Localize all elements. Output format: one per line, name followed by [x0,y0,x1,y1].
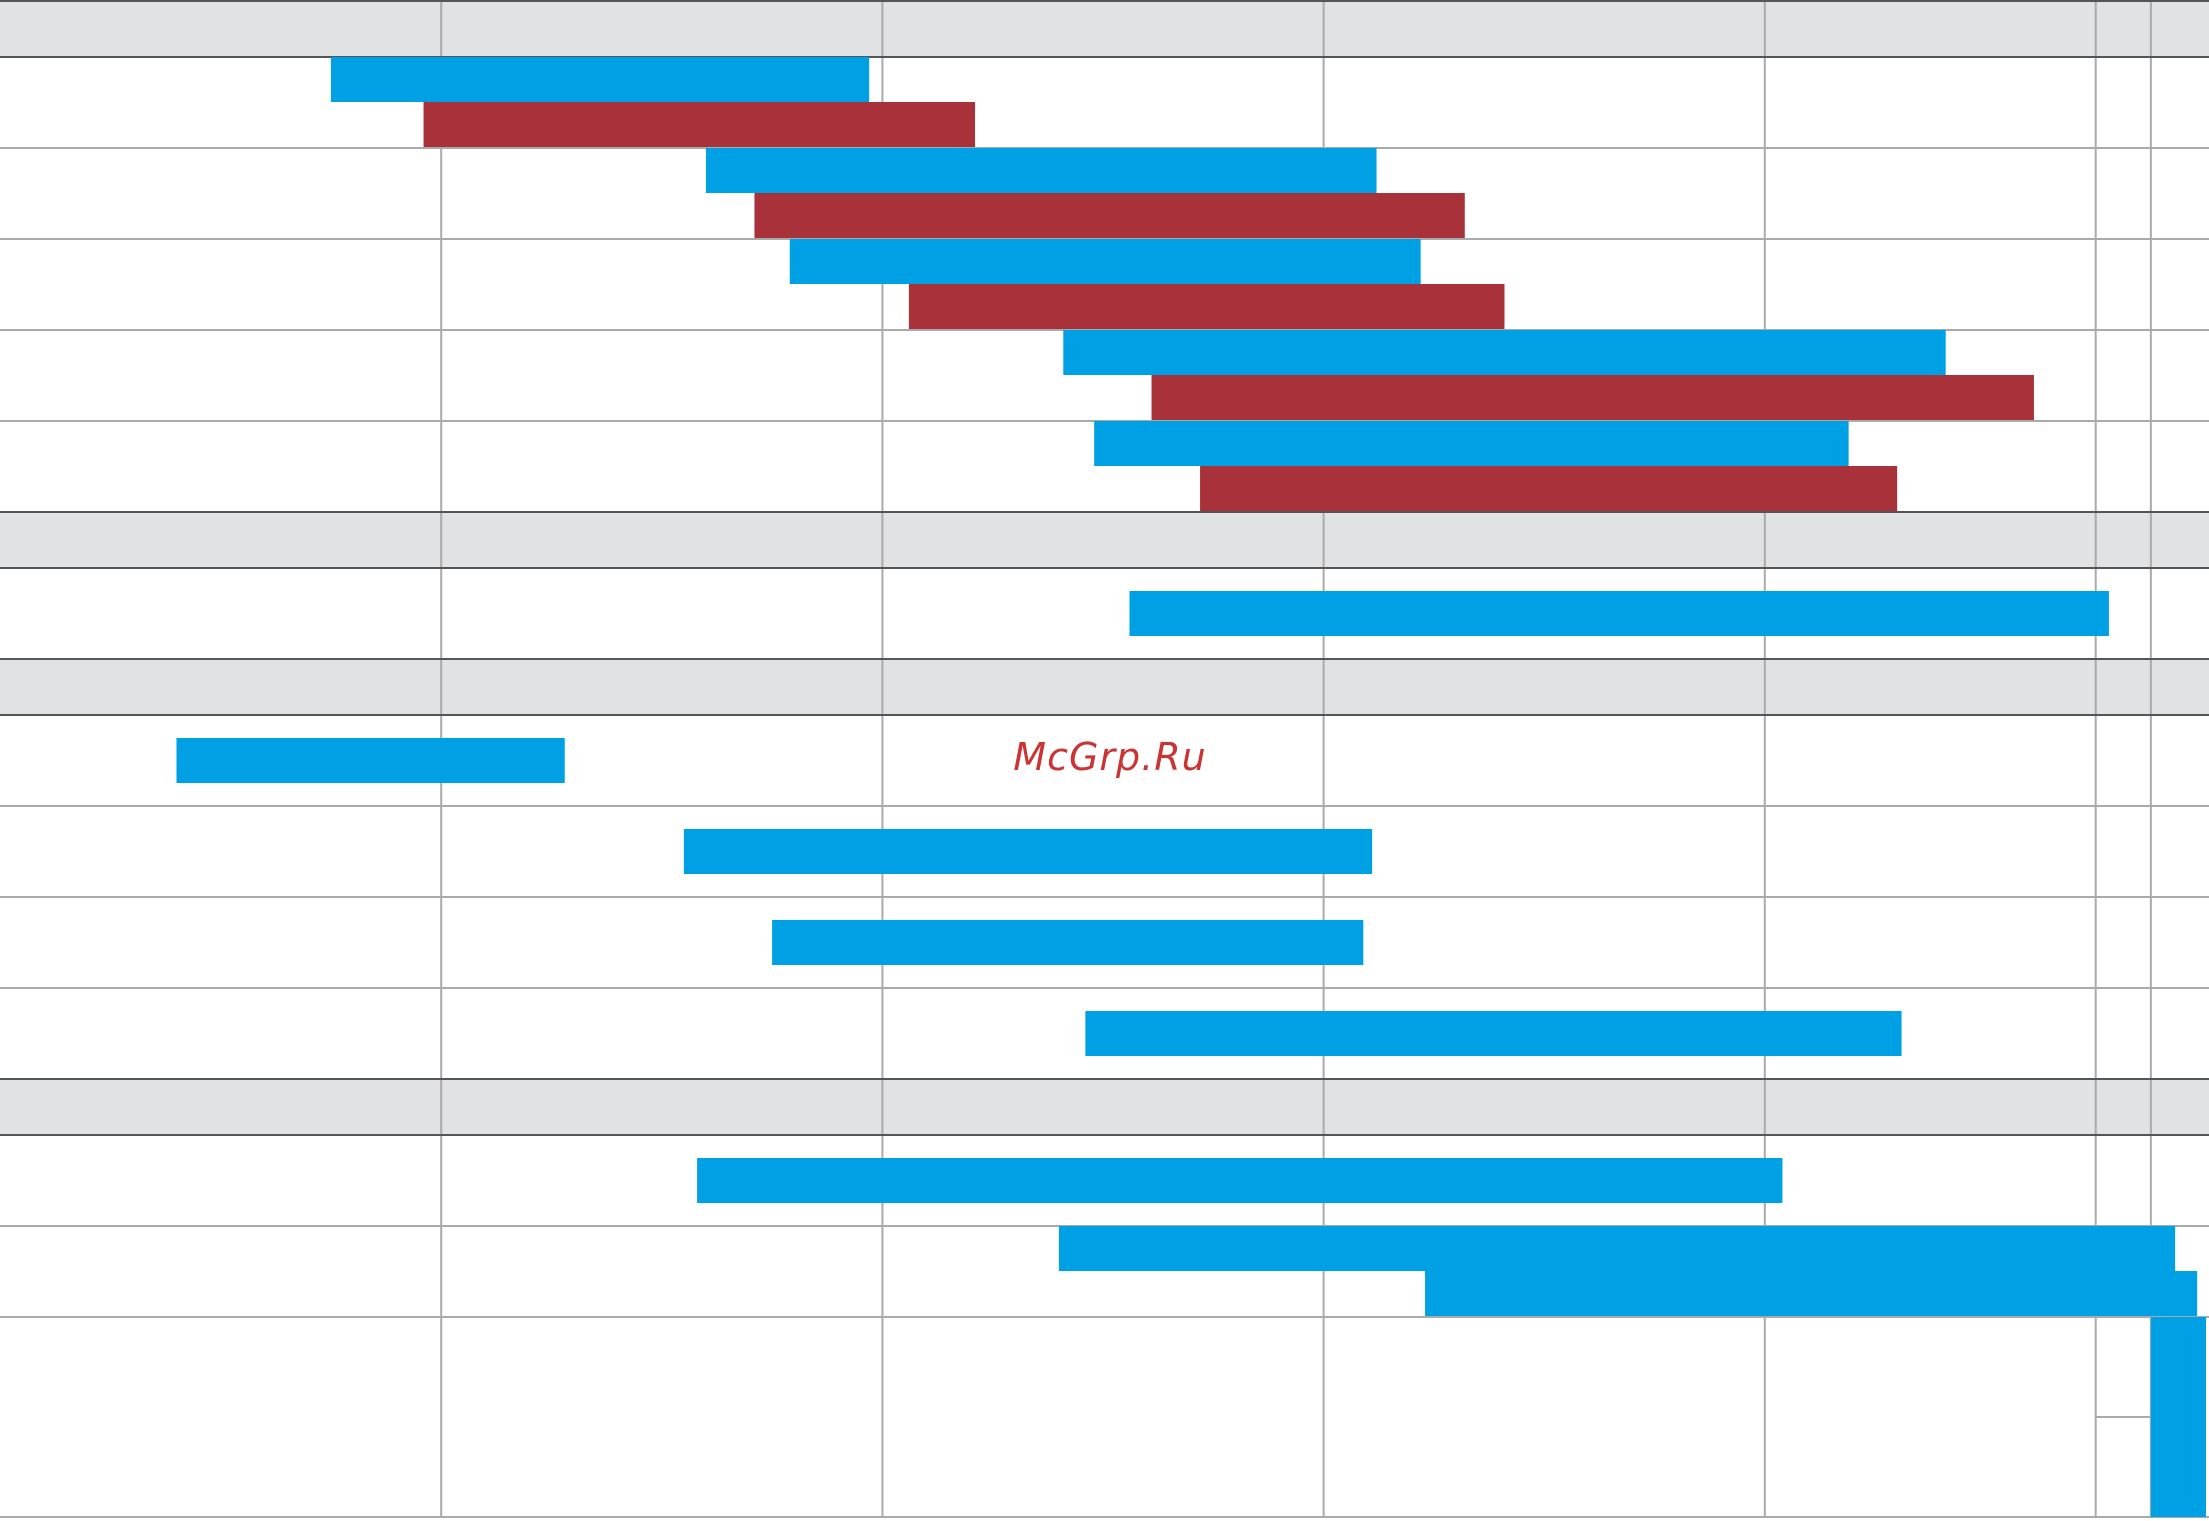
gantt-bar-series-a [1063,330,1946,375]
gantt-bar-series-a [1129,591,2109,636]
gantt-bar-series-b [1200,466,1898,511]
gantt-bar-series-b [423,102,976,147]
gantt-bar-series-b [1151,375,2034,420]
gantt-bar-series-a [330,57,870,102]
gantt-bar-series-a [683,829,1373,874]
gantt-bar-series-a [1094,421,1849,466]
section-header-band [0,1,2209,57]
section-header-band [0,1079,2209,1135]
gantt-bar-series-a [1425,1271,2198,1316]
gantt-bar-series-b [908,284,1505,329]
gantt-bar-series-b [754,193,1465,238]
gantt-bar-series-a [2150,1317,2206,1517]
gantt-bar-series-a [1058,1226,2176,1271]
section-header-band [0,512,2209,568]
gantt-bar-series-a [705,148,1377,193]
gantt-bar-series-a [176,738,565,783]
gantt-bar-series-a [1085,1011,1902,1056]
gantt-bar-series-a [697,1158,1783,1203]
section-header-band [0,659,2209,715]
gantt-bar-series-a [772,920,1364,965]
gantt-bar-series-a [789,239,1421,284]
watermark-text: McGrp.Ru [1013,735,1207,779]
